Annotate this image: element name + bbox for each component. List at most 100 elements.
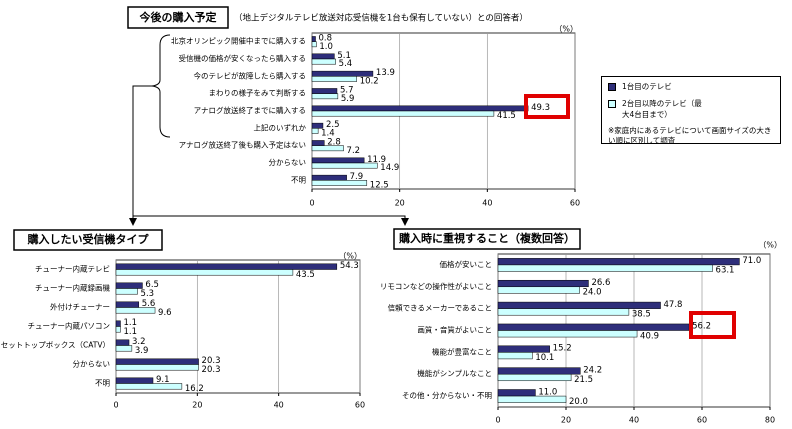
value-label: 63.1 <box>716 266 735 276</box>
y-tick-label: まわりの様子をみて判断する <box>209 88 307 98</box>
x-tick-label: 60 <box>570 199 580 208</box>
x-tick-label: 40 <box>274 401 284 410</box>
plot-area <box>115 259 361 394</box>
value-label: 2.8 <box>327 138 341 148</box>
x-tick-label: 60 <box>355 401 365 410</box>
value-label: 2.5 <box>326 120 340 130</box>
x-tick-label: 20 <box>395 199 405 208</box>
value-label: 5.1 <box>337 51 351 61</box>
value-label: 11.9 <box>367 155 386 165</box>
bar <box>497 258 740 266</box>
bar <box>311 105 529 112</box>
legend-label: 2台目以降のテレビ（最大4台目まで） <box>622 99 702 119</box>
unit-label: （%） <box>338 252 362 261</box>
connector <box>132 85 406 218</box>
value-label: 41.5 <box>497 111 516 121</box>
y-tick-label: 外付けチューナー <box>50 302 110 312</box>
y-tick-label: 不明 <box>291 175 306 184</box>
bar <box>311 174 347 181</box>
value-label: 47.8 <box>664 300 683 310</box>
bar <box>311 93 339 100</box>
note: ※家庭内にあるテレビについて画面サイズの大きい順に区別して調査 <box>608 126 772 145</box>
y-tick-label: 価格が安いこと <box>440 259 493 269</box>
unit-label: （%） <box>554 25 578 34</box>
value-label: 5.3 <box>141 289 155 299</box>
value-label: 3.2 <box>132 337 146 347</box>
chart-title: 購入時に重視すること（複数回答） <box>398 231 575 245</box>
bar <box>115 326 121 333</box>
value-label: 54.3 <box>340 261 359 271</box>
y-tick-label: セットトップボックス（CATV） <box>1 341 110 350</box>
highlight-box <box>689 311 736 339</box>
bar <box>115 383 183 390</box>
bar <box>115 364 199 371</box>
value-label: 40.9 <box>640 331 659 341</box>
value-label: 56.2 <box>692 322 711 332</box>
value-label: 5.9 <box>341 94 355 104</box>
x-tick-label: 20 <box>561 416 571 425</box>
legend: 1台目のテレビ 2台目以降のテレビ（最大4台目まで） ※家庭内にあるテレビについ… <box>601 76 781 145</box>
value-label: 20.0 <box>569 397 588 407</box>
title-box <box>13 229 163 251</box>
y-tick-label: チューナー内蔵パソコン <box>28 321 111 331</box>
y-tick-label: 受信機の価格が安くなったら購入する <box>179 53 307 63</box>
legend-swatch <box>608 83 616 91</box>
y-tick-label: 北京オリンピック開催中までに購入する <box>171 36 306 46</box>
bar <box>311 128 319 134</box>
x-tick-label: 20 <box>192 401 202 410</box>
value-label: 10.2 <box>360 76 379 86</box>
bar <box>497 345 550 353</box>
bar <box>497 308 630 316</box>
bar <box>115 358 199 365</box>
x-tick-label: 60 <box>697 416 707 425</box>
bar <box>497 286 580 294</box>
bracket <box>151 34 171 138</box>
bar <box>497 395 567 403</box>
x-tick-label: 0 <box>495 416 500 425</box>
x-tick-label: 0 <box>113 401 118 410</box>
legend-swatch <box>608 100 616 108</box>
y-tick-label: チューナー内蔵録画機 <box>35 283 110 293</box>
bar <box>115 282 143 289</box>
value-label: 14.9 <box>380 163 399 173</box>
bar <box>497 352 533 360</box>
bar <box>311 145 344 152</box>
bar <box>311 140 325 146</box>
value-label: 9.6 <box>158 308 172 318</box>
bar <box>115 263 338 270</box>
y-tick-label: 分からない <box>73 360 111 369</box>
value-label: 26.6 <box>591 278 610 288</box>
value-label: 9.1 <box>156 375 170 385</box>
bar <box>115 307 156 314</box>
bar <box>497 279 589 288</box>
value-label: 5.6 <box>142 299 156 309</box>
x-tick-label: 0 <box>309 199 314 208</box>
y-tick-label: 分からない <box>269 158 307 167</box>
y-tick-label: アナログ放送終了までに購入する <box>194 105 306 115</box>
value-label: 6.5 <box>145 280 159 290</box>
bar <box>497 301 661 309</box>
value-label: 12.5 <box>370 180 389 190</box>
chart-subtitle: （地上デジタルテレビ放送対応受信機を1台も保有していない）との回答者） <box>234 13 528 24</box>
value-label: 0.8 <box>319 34 333 44</box>
y-tick-label: 機能がシンプルなこと <box>417 368 492 378</box>
bar <box>311 88 338 94</box>
bar <box>497 264 713 272</box>
legend-item: 2台目以降のテレビ（最大4台目まで） <box>608 98 774 120</box>
chart-title: 購入したい受信機タイプ <box>27 232 150 246</box>
value-label: 1.0 <box>319 42 333 52</box>
unit-label: （%） <box>758 241 782 250</box>
bar <box>311 157 365 164</box>
value-label: 21.5 <box>574 375 593 385</box>
y-tick-label: リモコンなどの操作性がよいこと <box>380 281 492 291</box>
y-tick-label: その他・分からない・不明 <box>402 390 492 400</box>
value-label: 71.0 <box>742 256 761 266</box>
bar <box>311 76 357 82</box>
x-tick-label: 40 <box>629 416 639 425</box>
value-label: 16.2 <box>185 384 204 394</box>
y-tick-label: 画質・音質がよいこと <box>417 325 492 335</box>
bar <box>497 389 536 397</box>
arrowhead <box>129 218 409 226</box>
